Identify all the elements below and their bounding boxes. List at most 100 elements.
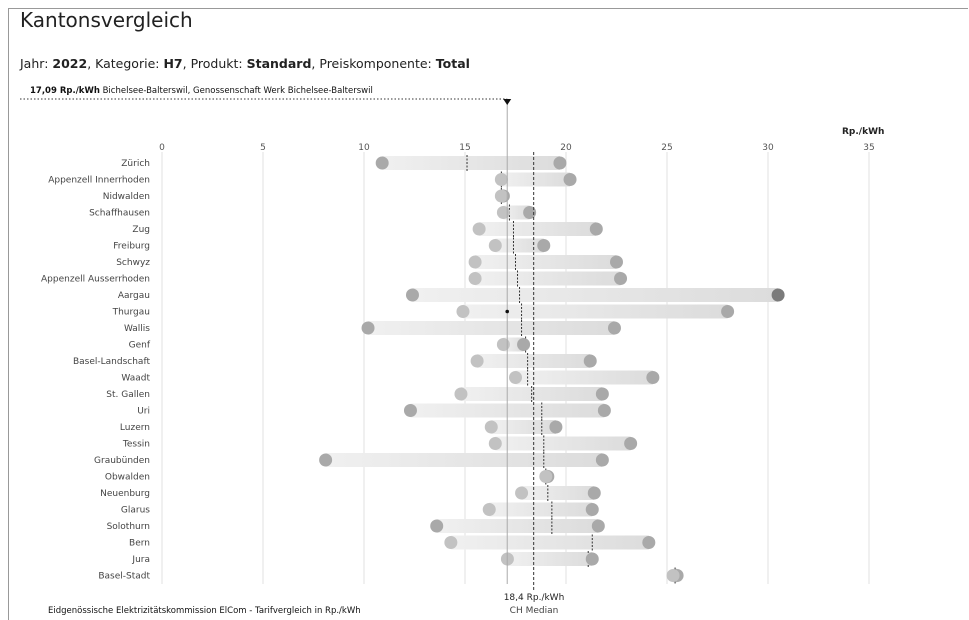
canton-min-dot [454, 387, 468, 401]
canton-max-dot [646, 371, 660, 384]
canton-range-bar [515, 370, 653, 385]
komponente-label: Preiskomponente: [319, 56, 432, 71]
canton-label: Aargau [118, 291, 150, 301]
canton-min-dot [515, 486, 529, 500]
x-tick-label: 5 [260, 143, 266, 153]
x-tick-label: 15 [459, 143, 470, 153]
canton-max-dot [771, 288, 785, 302]
canton-max-dot [721, 305, 735, 318]
canton-label: Basel-Landschaft [73, 357, 150, 367]
canton-min-dot [484, 420, 498, 434]
canton-max-dot [523, 206, 537, 219]
canton-min-dot [496, 206, 510, 219]
canton-range-bar [479, 222, 597, 236]
canton-range-bar [450, 535, 649, 550]
canton-range-bar [412, 288, 779, 302]
jahr-value[interactable]: 2022 [52, 56, 88, 71]
canton-max-dot [614, 272, 628, 285]
canton-label: Luzern [120, 423, 150, 433]
canton-label: Schaffhausen [89, 209, 150, 219]
jahr-label: Jahr: [20, 56, 49, 71]
canton-range-bar [382, 156, 560, 170]
canton-range-bar [325, 453, 603, 467]
canton-min-dot [488, 437, 502, 450]
canton-max-dot [585, 552, 599, 566]
x-tick-label: 35 [863, 143, 874, 153]
canton-label: Glarus [121, 506, 150, 516]
canton-label: Freiburg [113, 242, 150, 252]
canton-max-dot [537, 239, 551, 252]
median-value-label: 18,4 Rp./kWh [503, 593, 565, 603]
canton-label: Obwalden [105, 473, 150, 483]
canton-min-dot [468, 272, 482, 285]
canton-label: Appenzell Innerrhoden [48, 176, 150, 186]
canton-label: St. Gallen [106, 390, 150, 400]
canton-min-dot [539, 470, 553, 483]
canton-min-dot [405, 288, 419, 302]
canton-label: Waadt [121, 374, 150, 384]
canton-max-dot [549, 420, 563, 434]
canton-min-dot [496, 338, 510, 351]
canton-max-dot [642, 536, 656, 549]
canton-max-dot [591, 519, 605, 533]
kategorie-value[interactable]: H7 [163, 56, 183, 71]
canton-max-dot [585, 503, 599, 516]
produkt-label: Produkt: [190, 56, 243, 71]
komponente-value[interactable]: Total [435, 56, 470, 71]
x-tick-label: 30 [762, 143, 774, 153]
canton-max-dot [597, 404, 611, 417]
page-title: Kantonsvergleich [20, 8, 193, 32]
x-tick-label: 10 [358, 143, 370, 153]
kategorie-label: Kategorie: [95, 56, 160, 71]
canton-range-bar [495, 436, 631, 451]
canton-min-dot [430, 519, 444, 533]
canton-range-bar [501, 172, 571, 187]
canton-min-dot [494, 173, 508, 186]
canton-label: Thurgau [112, 308, 150, 318]
canton-max-dot [553, 156, 567, 170]
x-tick-label: 25 [661, 143, 672, 153]
canton-min-dot [319, 453, 333, 467]
canton-max-dot [595, 387, 609, 401]
canton-label: Tessin [122, 440, 150, 450]
canton-range-bar [436, 519, 599, 533]
axis-unit-label: Rp./kWh [842, 127, 885, 137]
median-caption: CH Median [509, 606, 559, 616]
canton-label: Uri [137, 407, 150, 417]
canton-label: Zug [132, 225, 150, 235]
canton-label: Zürich [121, 159, 150, 169]
canton-range-bar [475, 255, 617, 269]
canton-min-dot [361, 321, 375, 335]
canton-label: Solothurn [107, 522, 150, 532]
canton-label: Neuenburg [100, 489, 150, 499]
canton-range-bar [507, 552, 593, 566]
canton-range-bar [503, 205, 530, 220]
canton-max-dot [563, 173, 577, 186]
operator-marker-name: Bichelsee-Balterswil, Genossenschaft Wer… [102, 86, 373, 96]
operator-marker-value: 17,09 Rp./kWh [30, 86, 100, 96]
canton-min-dot [375, 156, 389, 170]
canton-label: Wallis [124, 324, 150, 334]
canton-max-dot [607, 321, 621, 335]
canton-min-dot [666, 569, 680, 582]
canton-max-dot [595, 453, 609, 467]
canton-range-bar [521, 486, 595, 500]
canton-min-dot [472, 222, 486, 236]
footer-source: Eidgenössische Elektrizitätskommission E… [48, 606, 361, 616]
produkt-value[interactable]: Standard [246, 56, 312, 71]
canton-max-dot [610, 255, 623, 269]
canton-label: Genf [129, 341, 151, 351]
canton-min-dot [482, 503, 496, 516]
operator-marker-triangle [503, 99, 512, 105]
operator-marker-dot [505, 309, 510, 314]
canton-range-bar [475, 271, 621, 286]
canton-max-dot [583, 354, 597, 368]
canton-range-bar [462, 304, 728, 319]
canton-max-dot [517, 338, 531, 351]
canton-min-dot [444, 536, 458, 549]
canton-label: Nidwalden [103, 192, 150, 202]
canton-max-dot [624, 437, 638, 450]
canton-min-dot [456, 305, 470, 318]
canton-label: Schwyz [116, 258, 150, 268]
